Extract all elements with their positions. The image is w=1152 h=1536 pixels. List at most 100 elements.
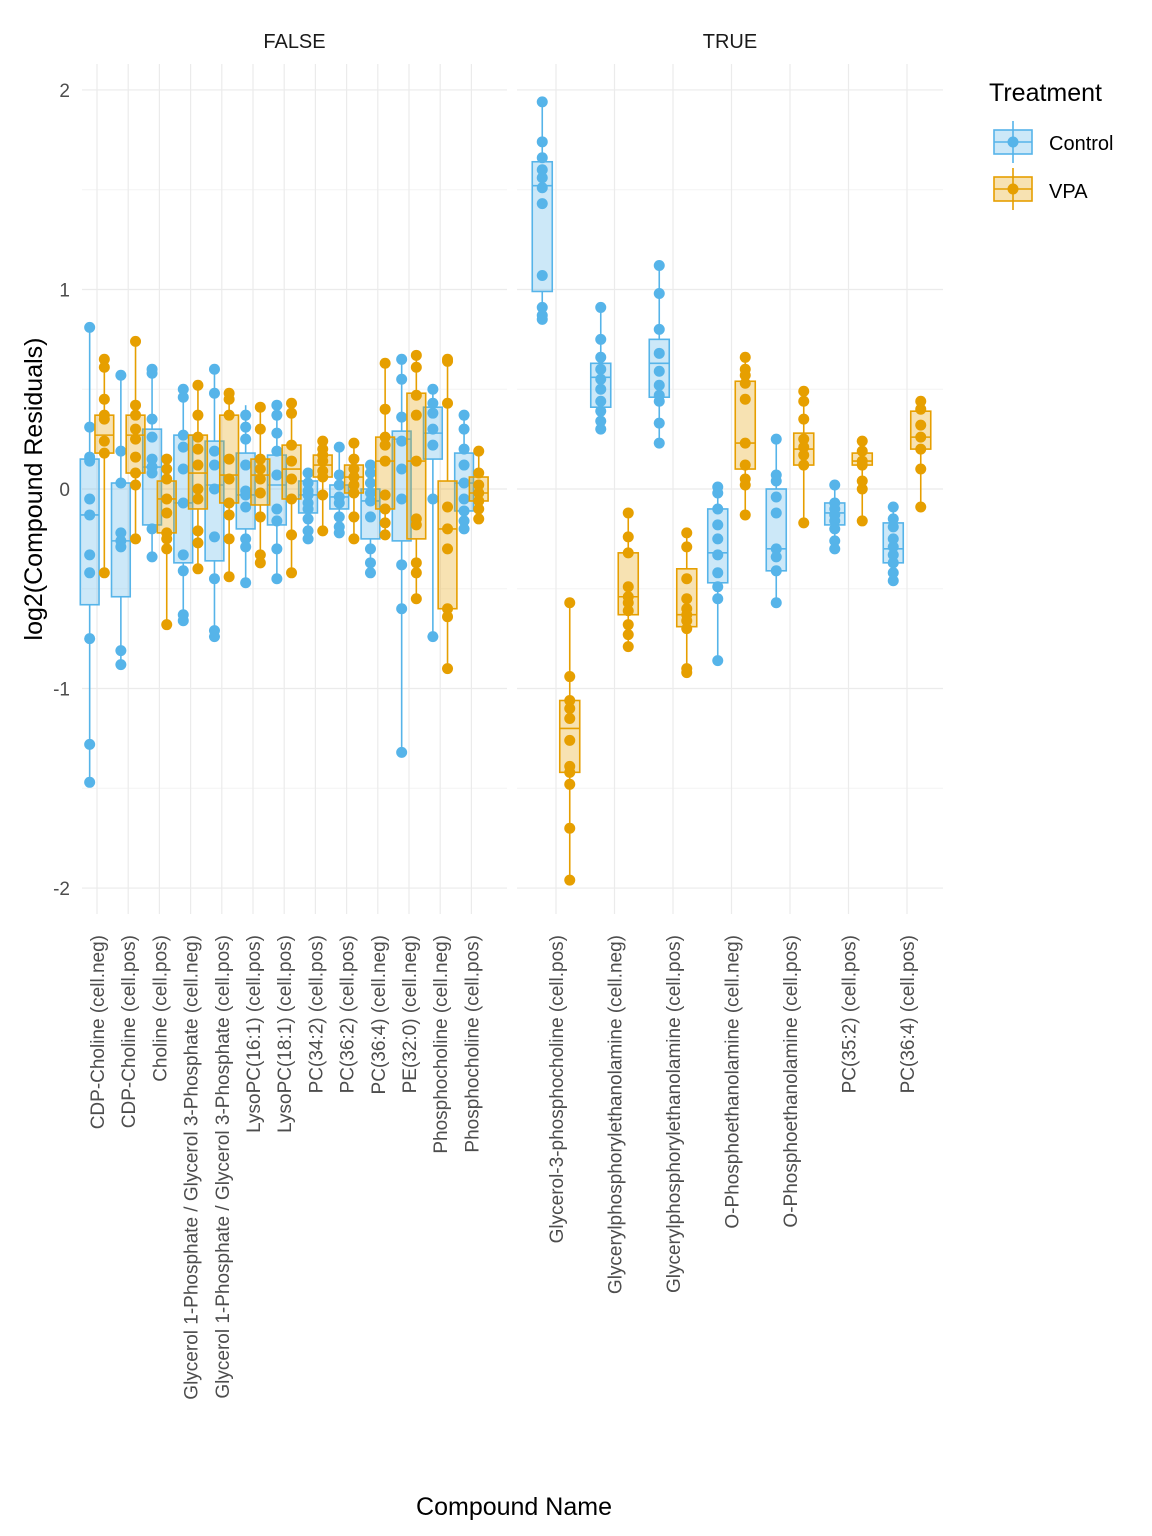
point-control (146, 431, 158, 443)
point-control (396, 435, 408, 447)
point-control (712, 549, 724, 561)
point-vpa (161, 463, 173, 475)
point-vpa (473, 487, 485, 499)
point-control (595, 405, 607, 417)
point-vpa (622, 581, 634, 593)
y-axis-title: log2(Compound Residuals) (20, 338, 48, 641)
point-control (333, 497, 345, 509)
ticks-layer: FALSE CDP-Choline (cell.neg) CDP-Choline (… (53, 31, 919, 1400)
point-vpa (915, 395, 927, 407)
point-control (333, 511, 345, 523)
x-tick-label: LysoPC(18:1) (cell.pos) (275, 935, 296, 1133)
point-vpa (856, 459, 868, 471)
point-vpa (379, 529, 391, 541)
point-vpa (223, 509, 235, 521)
point-control (115, 527, 127, 539)
point-control (333, 441, 345, 453)
point-vpa (98, 413, 110, 425)
point-vpa (286, 439, 298, 451)
point-control (887, 575, 899, 587)
y-tick-label: -2 (53, 879, 70, 900)
point-vpa (98, 353, 110, 365)
point-vpa (161, 473, 173, 485)
point-vpa (410, 519, 422, 531)
point-vpa (798, 385, 810, 397)
point-vpa (681, 593, 693, 605)
x-tick-label: PC(35:2) (cell.pos) (840, 935, 861, 1093)
x-tick-label: PC(34:2) (cell.pos) (306, 935, 327, 1093)
point-control (84, 776, 96, 788)
point-control (829, 479, 841, 491)
point-vpa (798, 517, 810, 529)
point-vpa (473, 467, 485, 479)
point-vpa (286, 473, 298, 485)
point-control (536, 182, 548, 194)
point-control (829, 515, 841, 527)
y-tick-label: -1 (53, 680, 70, 701)
point-vpa (192, 483, 204, 495)
point-control (115, 645, 127, 657)
point-vpa (410, 349, 422, 361)
point-control (829, 535, 841, 547)
legend-title: Treatment (989, 79, 1102, 107)
point-vpa (915, 463, 927, 475)
box-vpa (281, 444, 302, 500)
point-vpa (473, 495, 485, 507)
point-vpa (98, 393, 110, 405)
point-vpa (348, 533, 360, 545)
point-control (177, 441, 189, 453)
point-vpa (798, 449, 810, 461)
point-vpa (254, 549, 266, 561)
point-control (84, 633, 96, 645)
point-control (84, 493, 96, 505)
point-control (712, 487, 724, 499)
point-vpa (130, 467, 142, 479)
legend-entry-control: Control (993, 121, 1113, 163)
point-vpa (130, 433, 142, 445)
point-control (712, 533, 724, 545)
x-tick-label: PC(36:4) (cell.pos) (898, 935, 919, 1093)
point-control (536, 164, 548, 176)
point-control (712, 567, 724, 579)
box-vpa (156, 480, 177, 534)
point-vpa (161, 453, 173, 465)
point-control (770, 507, 782, 519)
point-control (271, 427, 283, 439)
point-vpa (192, 459, 204, 471)
panel-strip-true: TRUE (703, 31, 757, 53)
point-control (396, 353, 408, 365)
point-control (208, 387, 220, 399)
point-control (887, 541, 899, 553)
point-vpa (254, 511, 266, 523)
point-vpa (192, 537, 204, 549)
point-control (396, 493, 408, 505)
point-vpa (379, 403, 391, 415)
point-control (271, 573, 283, 585)
point-control (84, 421, 96, 433)
point-control (84, 509, 96, 521)
point-control (333, 479, 345, 491)
point-vpa (317, 435, 329, 447)
point-vpa (286, 493, 298, 505)
point-control (653, 437, 665, 449)
point-vpa (622, 547, 634, 559)
point-vpa (130, 533, 142, 545)
point-vpa (622, 597, 634, 609)
point-vpa (798, 433, 810, 445)
point-control (427, 439, 439, 451)
point-vpa (130, 451, 142, 463)
point-vpa (130, 335, 142, 347)
point-vpa (130, 399, 142, 411)
point-control (653, 417, 665, 429)
point-vpa (564, 597, 576, 609)
point-control (240, 459, 252, 471)
point-control (458, 515, 470, 527)
legend: Treatment Control VPA (989, 79, 1113, 210)
point-control (770, 551, 782, 563)
point-vpa (379, 431, 391, 443)
point-vpa (622, 641, 634, 653)
point-control (177, 383, 189, 395)
point-vpa (317, 471, 329, 483)
point-vpa (622, 605, 634, 617)
point-control (146, 367, 158, 379)
